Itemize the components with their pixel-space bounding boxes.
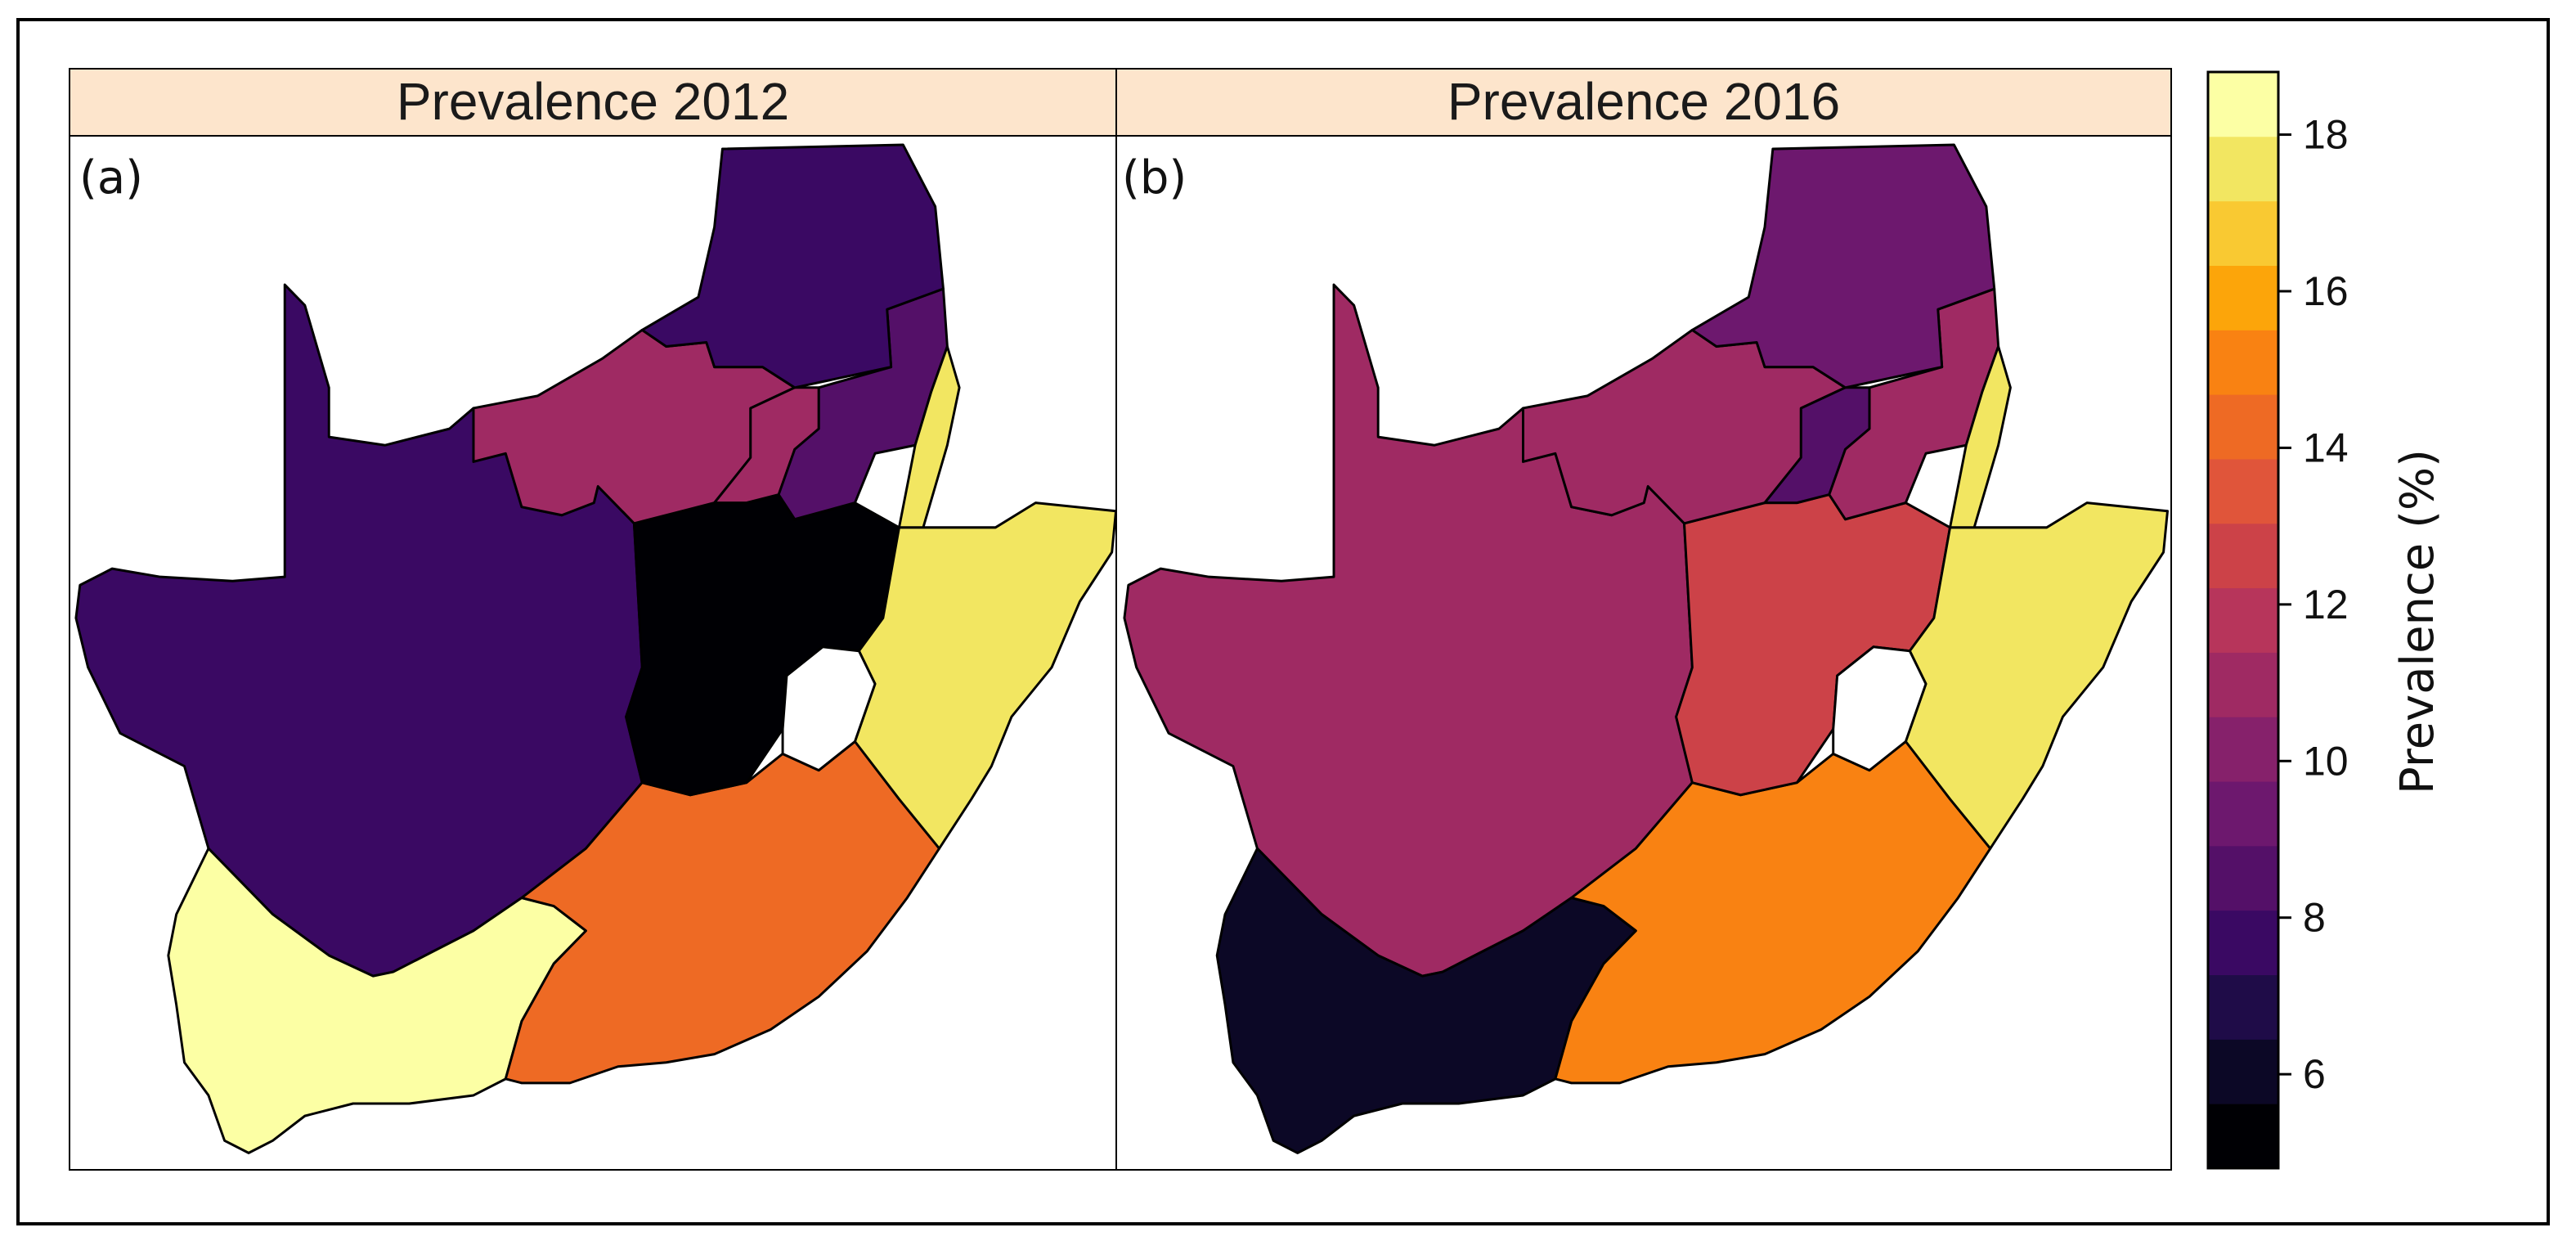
colorbar-ticks: 6 8 10 12 14 16 18 bbox=[2278, 112, 2349, 1097]
colorbar-tick-label: 14 bbox=[2303, 425, 2349, 470]
colorbar-swatch bbox=[2208, 587, 2278, 653]
colorbar-swatch bbox=[2208, 200, 2278, 266]
panel-a-title: Prevalence 2012 bbox=[397, 72, 789, 131]
colorbar-swatch bbox=[2208, 394, 2278, 460]
colorbar-swatch bbox=[2208, 72, 2278, 137]
colorbar-swatch bbox=[2208, 523, 2278, 589]
colorbar-swatches bbox=[2208, 72, 2278, 1169]
colorbar-tick-label: 6 bbox=[2303, 1051, 2326, 1097]
panel-b-title: Prevalence 2016 bbox=[1447, 72, 1840, 131]
colorbar-swatch bbox=[2208, 1039, 2278, 1104]
panel-a: Prevalence 2012 (a) bbox=[69, 68, 1118, 1171]
colorbar-swatch bbox=[2208, 781, 2278, 847]
colorbar-title: Prevalence (%) bbox=[2391, 449, 2444, 794]
colorbar: 6 8 10 12 14 16 18 Prevalence (%) bbox=[2206, 70, 2444, 1170]
colorbar-tick-label: 12 bbox=[2303, 582, 2349, 627]
colorbar-swatch bbox=[2208, 458, 2278, 524]
colorbar-swatch bbox=[2208, 652, 2278, 717]
panel-b: Prevalence 2016 (b) bbox=[1115, 68, 2172, 1171]
colorbar-swatch bbox=[2208, 845, 2278, 911]
colorbar-outline bbox=[2206, 70, 2280, 1170]
figure-frame bbox=[16, 18, 2550, 1225]
colorbar-swatch bbox=[2208, 717, 2278, 782]
colorbar-tick-label: 10 bbox=[2303, 738, 2349, 784]
panel-a-label: (a) bbox=[79, 151, 143, 205]
colorbar-swatch bbox=[2208, 910, 2278, 976]
colorbar-tick-label: 8 bbox=[2303, 895, 2326, 941]
colorbar-tick-label: 18 bbox=[2303, 112, 2349, 158]
colorbar-swatch bbox=[2208, 136, 2278, 202]
panel-b-label: (b) bbox=[1122, 151, 1187, 205]
colorbar-swatch bbox=[2208, 265, 2278, 330]
colorbar-swatch bbox=[2208, 974, 2278, 1040]
strip-b bbox=[1115, 68, 2172, 137]
colorbar-swatch bbox=[2208, 1104, 2278, 1169]
colorbar-swatch bbox=[2208, 330, 2278, 395]
colorbar-tick-label: 16 bbox=[2303, 268, 2349, 314]
